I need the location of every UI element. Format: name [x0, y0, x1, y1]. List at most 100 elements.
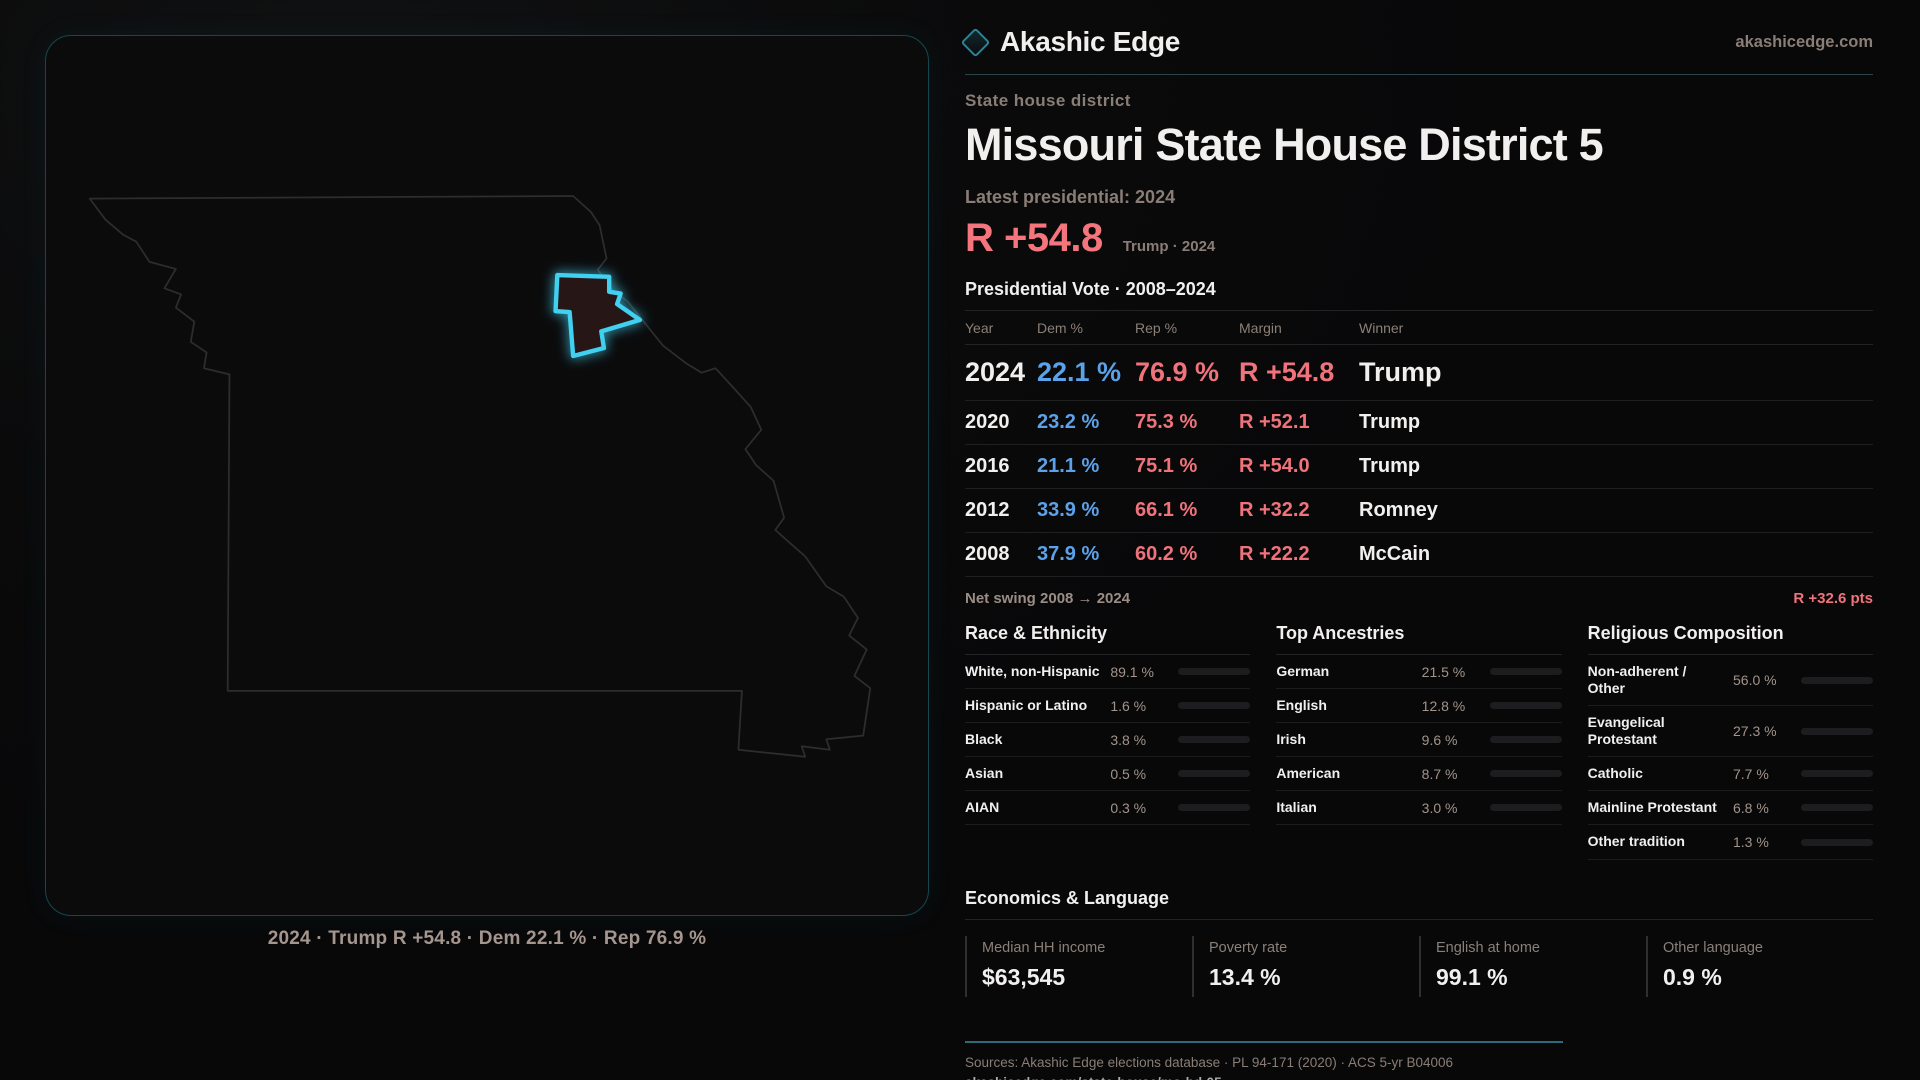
- cell-winner: Trump: [1359, 411, 1421, 433]
- table-row: 2024 22.1 % 76.9 % R +54.8 Trump: [965, 345, 1873, 401]
- section-title: Religious Composition: [1587, 623, 1873, 655]
- headline-margin: R +54.8 Trump · 2024: [965, 216, 1873, 261]
- stat-value: 0.3 %: [1110, 799, 1147, 816]
- bar-track: [1801, 727, 1873, 735]
- bar-track: [1801, 804, 1873, 812]
- cell-margin: R +32.2: [1239, 499, 1310, 521]
- stat-value: 0.9 %: [1663, 963, 1722, 990]
- bar-track: [1801, 838, 1873, 846]
- cell-rep: 60.2 %: [1135, 543, 1198, 565]
- cell-rep: 75.3 %: [1135, 411, 1198, 433]
- stat-label: Other language: [1663, 939, 1763, 956]
- stat-label: German: [1276, 663, 1330, 679]
- stat-row: Black 3.8 %: [965, 723, 1251, 758]
- cell-dem: 23.2 %: [1037, 411, 1100, 433]
- stat-row: Mainline Protestant 6.8 %: [1587, 791, 1873, 826]
- col-year: Year: [965, 320, 994, 336]
- stat-row: German 21.5 %: [1276, 655, 1562, 690]
- table-row: 2020 23.2 % 75.3 % R +52.1 Trump: [965, 401, 1873, 445]
- stat-value: 99.1 %: [1436, 963, 1508, 990]
- stat-value: 3.0 %: [1421, 799, 1458, 816]
- bar-track: [1801, 770, 1873, 778]
- district-shape[interactable]: [553, 272, 643, 359]
- stat-value: 0.5 %: [1110, 765, 1147, 782]
- cell-dem: 37.9 %: [1037, 543, 1100, 565]
- missouri-outline: [88, 195, 872, 758]
- bar-track: [1801, 676, 1873, 684]
- col-rep: Rep %: [1135, 320, 1178, 336]
- permalink[interactable]: akashicedge.com/state-house/mo-hd-05: [965, 1075, 1873, 1080]
- economics-stats: Median HH income $63,545 Poverty rate 13…: [965, 935, 1873, 997]
- demographics-section: Race & Ethnicity White, non-Hispanic 89.…: [965, 623, 1873, 860]
- stat-row: Asian 0.5 %: [965, 757, 1251, 792]
- stat-value: 9.6 %: [1421, 731, 1458, 748]
- margin-value: R +54.8: [965, 216, 1103, 260]
- stat-row: Non-adherent / Other 56.0 %: [1587, 655, 1873, 707]
- col-dem: Dem %: [1037, 320, 1083, 336]
- cell-rep: 66.1 %: [1135, 499, 1198, 521]
- stat-label: English at home: [1436, 939, 1540, 956]
- section-title: Race & Ethnicity: [965, 623, 1251, 655]
- table-row: 2012 33.9 % 66.1 % R +32.2 Romney: [965, 489, 1873, 533]
- vote-table-title: Presidential Vote · 2008–2024: [965, 279, 1873, 311]
- economics-title: Economics & Language: [965, 888, 1873, 920]
- bar-track: [1489, 736, 1562, 744]
- stat-label: Catholic: [1587, 765, 1643, 782]
- stat-row: American 8.7 %: [1276, 757, 1562, 792]
- district-type-label: State house district: [965, 91, 1131, 110]
- bar-track: [1178, 668, 1251, 676]
- stat-label: Asian: [965, 765, 1004, 782]
- stat-row: Hispanic or Latino 1.6 %: [965, 689, 1251, 724]
- cell-margin: R +54.0: [1239, 455, 1310, 477]
- stat-value: 12.8 %: [1421, 697, 1466, 714]
- stat-value: 3.8 %: [1110, 731, 1147, 748]
- col-winner: Winner: [1359, 320, 1404, 336]
- missouri-map: [88, 195, 872, 758]
- bar-track: [1489, 668, 1562, 676]
- bar-track: [1489, 770, 1562, 778]
- cell-dem: 22.1 %: [1037, 357, 1122, 387]
- stat-value: 6.8 %: [1733, 799, 1769, 816]
- bar-track: [1178, 702, 1251, 710]
- stat-row: Irish 9.6 %: [1276, 723, 1562, 758]
- brand-site-link[interactable]: akashicedge.com: [1735, 32, 1873, 51]
- cell-winner: Trump: [1359, 455, 1421, 477]
- stat-value: 8.7 %: [1421, 765, 1458, 782]
- page-title: Missouri State House District 5: [965, 119, 1604, 170]
- stat-value: 27.3 %: [1733, 723, 1777, 740]
- stat-value: $63,545: [982, 963, 1066, 990]
- stat-label: Non-adherent / Other: [1587, 663, 1687, 697]
- map-caption: 2024 · Trump R +54.8 · Dem 22.1 % · Rep …: [267, 928, 707, 949]
- cell-winner: McCain: [1359, 543, 1431, 565]
- stat-label: Poverty rate: [1209, 939, 1288, 956]
- stat-value: 21.5 %: [1421, 663, 1466, 680]
- stat-label: Irish: [1276, 731, 1306, 748]
- stat-label: American: [1276, 765, 1341, 782]
- stat-label: White, non-Hispanic: [965, 663, 1100, 679]
- cell-year: 2012: [965, 499, 1010, 521]
- stat-label: AIAN: [965, 799, 1000, 816]
- brand-header: Akashic Edge akashicedge.com: [960, 26, 1873, 75]
- stat-label: Italian: [1276, 799, 1317, 816]
- cell-rep: 75.1 %: [1135, 455, 1198, 477]
- bar-track: [1178, 804, 1251, 812]
- cell-rep: 76.9 %: [1135, 357, 1220, 387]
- stat-row: Evangelical Protestant 27.3 %: [1587, 706, 1873, 758]
- stat-row: English 12.8 %: [1276, 689, 1562, 724]
- stat-label: Median HH income: [982, 939, 1106, 956]
- stat-label: Hispanic or Latino: [965, 697, 1088, 714]
- stat-card: Median HH income $63,545: [965, 935, 1192, 997]
- stat-value: 56.0 %: [1733, 672, 1777, 689]
- table-row: 2008 37.9 % 60.2 % R +22.2 McCain: [965, 533, 1873, 577]
- stat-label: Mainline Protestant: [1587, 799, 1717, 816]
- stat-card: Poverty rate 13.4 %: [1192, 935, 1419, 997]
- stat-value: 7.7 %: [1733, 765, 1769, 782]
- stat-value: 13.4 %: [1209, 963, 1281, 990]
- stat-card: Other language 0.9 %: [1646, 935, 1873, 997]
- cell-year: 2008: [965, 543, 1010, 565]
- stat-row: Italian 3.0 %: [1276, 791, 1562, 826]
- stat-label: Black: [965, 731, 1003, 748]
- bar-track: [1489, 804, 1562, 812]
- brand-name: Akashic Edge: [1000, 26, 1181, 57]
- stat-value: 1.3 %: [1733, 834, 1769, 850]
